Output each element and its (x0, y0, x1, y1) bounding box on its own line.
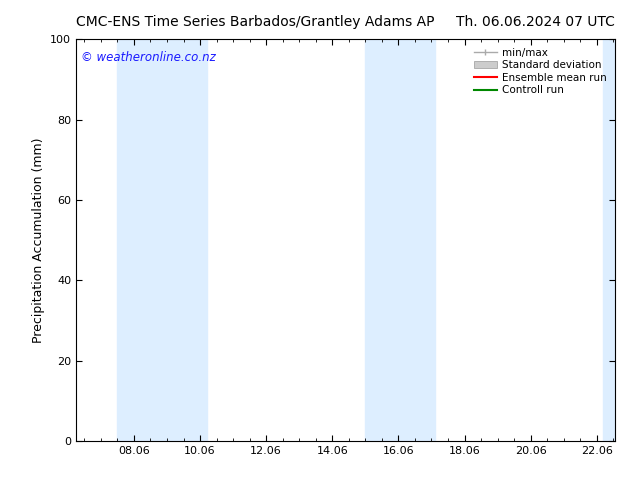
Legend: min/max, Standard deviation, Ensemble mean run, Controll run: min/max, Standard deviation, Ensemble me… (470, 45, 610, 98)
Bar (365, 39, 435, 441)
Text: © weatheronline.co.nz: © weatheronline.co.nz (81, 51, 216, 64)
Bar (117, 39, 207, 441)
Text: CMC-ENS Time Series Barbados/Grantley Adams AP: CMC-ENS Time Series Barbados/Grantley Ad… (76, 15, 434, 29)
Bar (604, 39, 615, 441)
Text: Th. 06.06.2024 07 UTC: Th. 06.06.2024 07 UTC (456, 15, 615, 29)
Y-axis label: Precipitation Accumulation (mm): Precipitation Accumulation (mm) (32, 137, 44, 343)
